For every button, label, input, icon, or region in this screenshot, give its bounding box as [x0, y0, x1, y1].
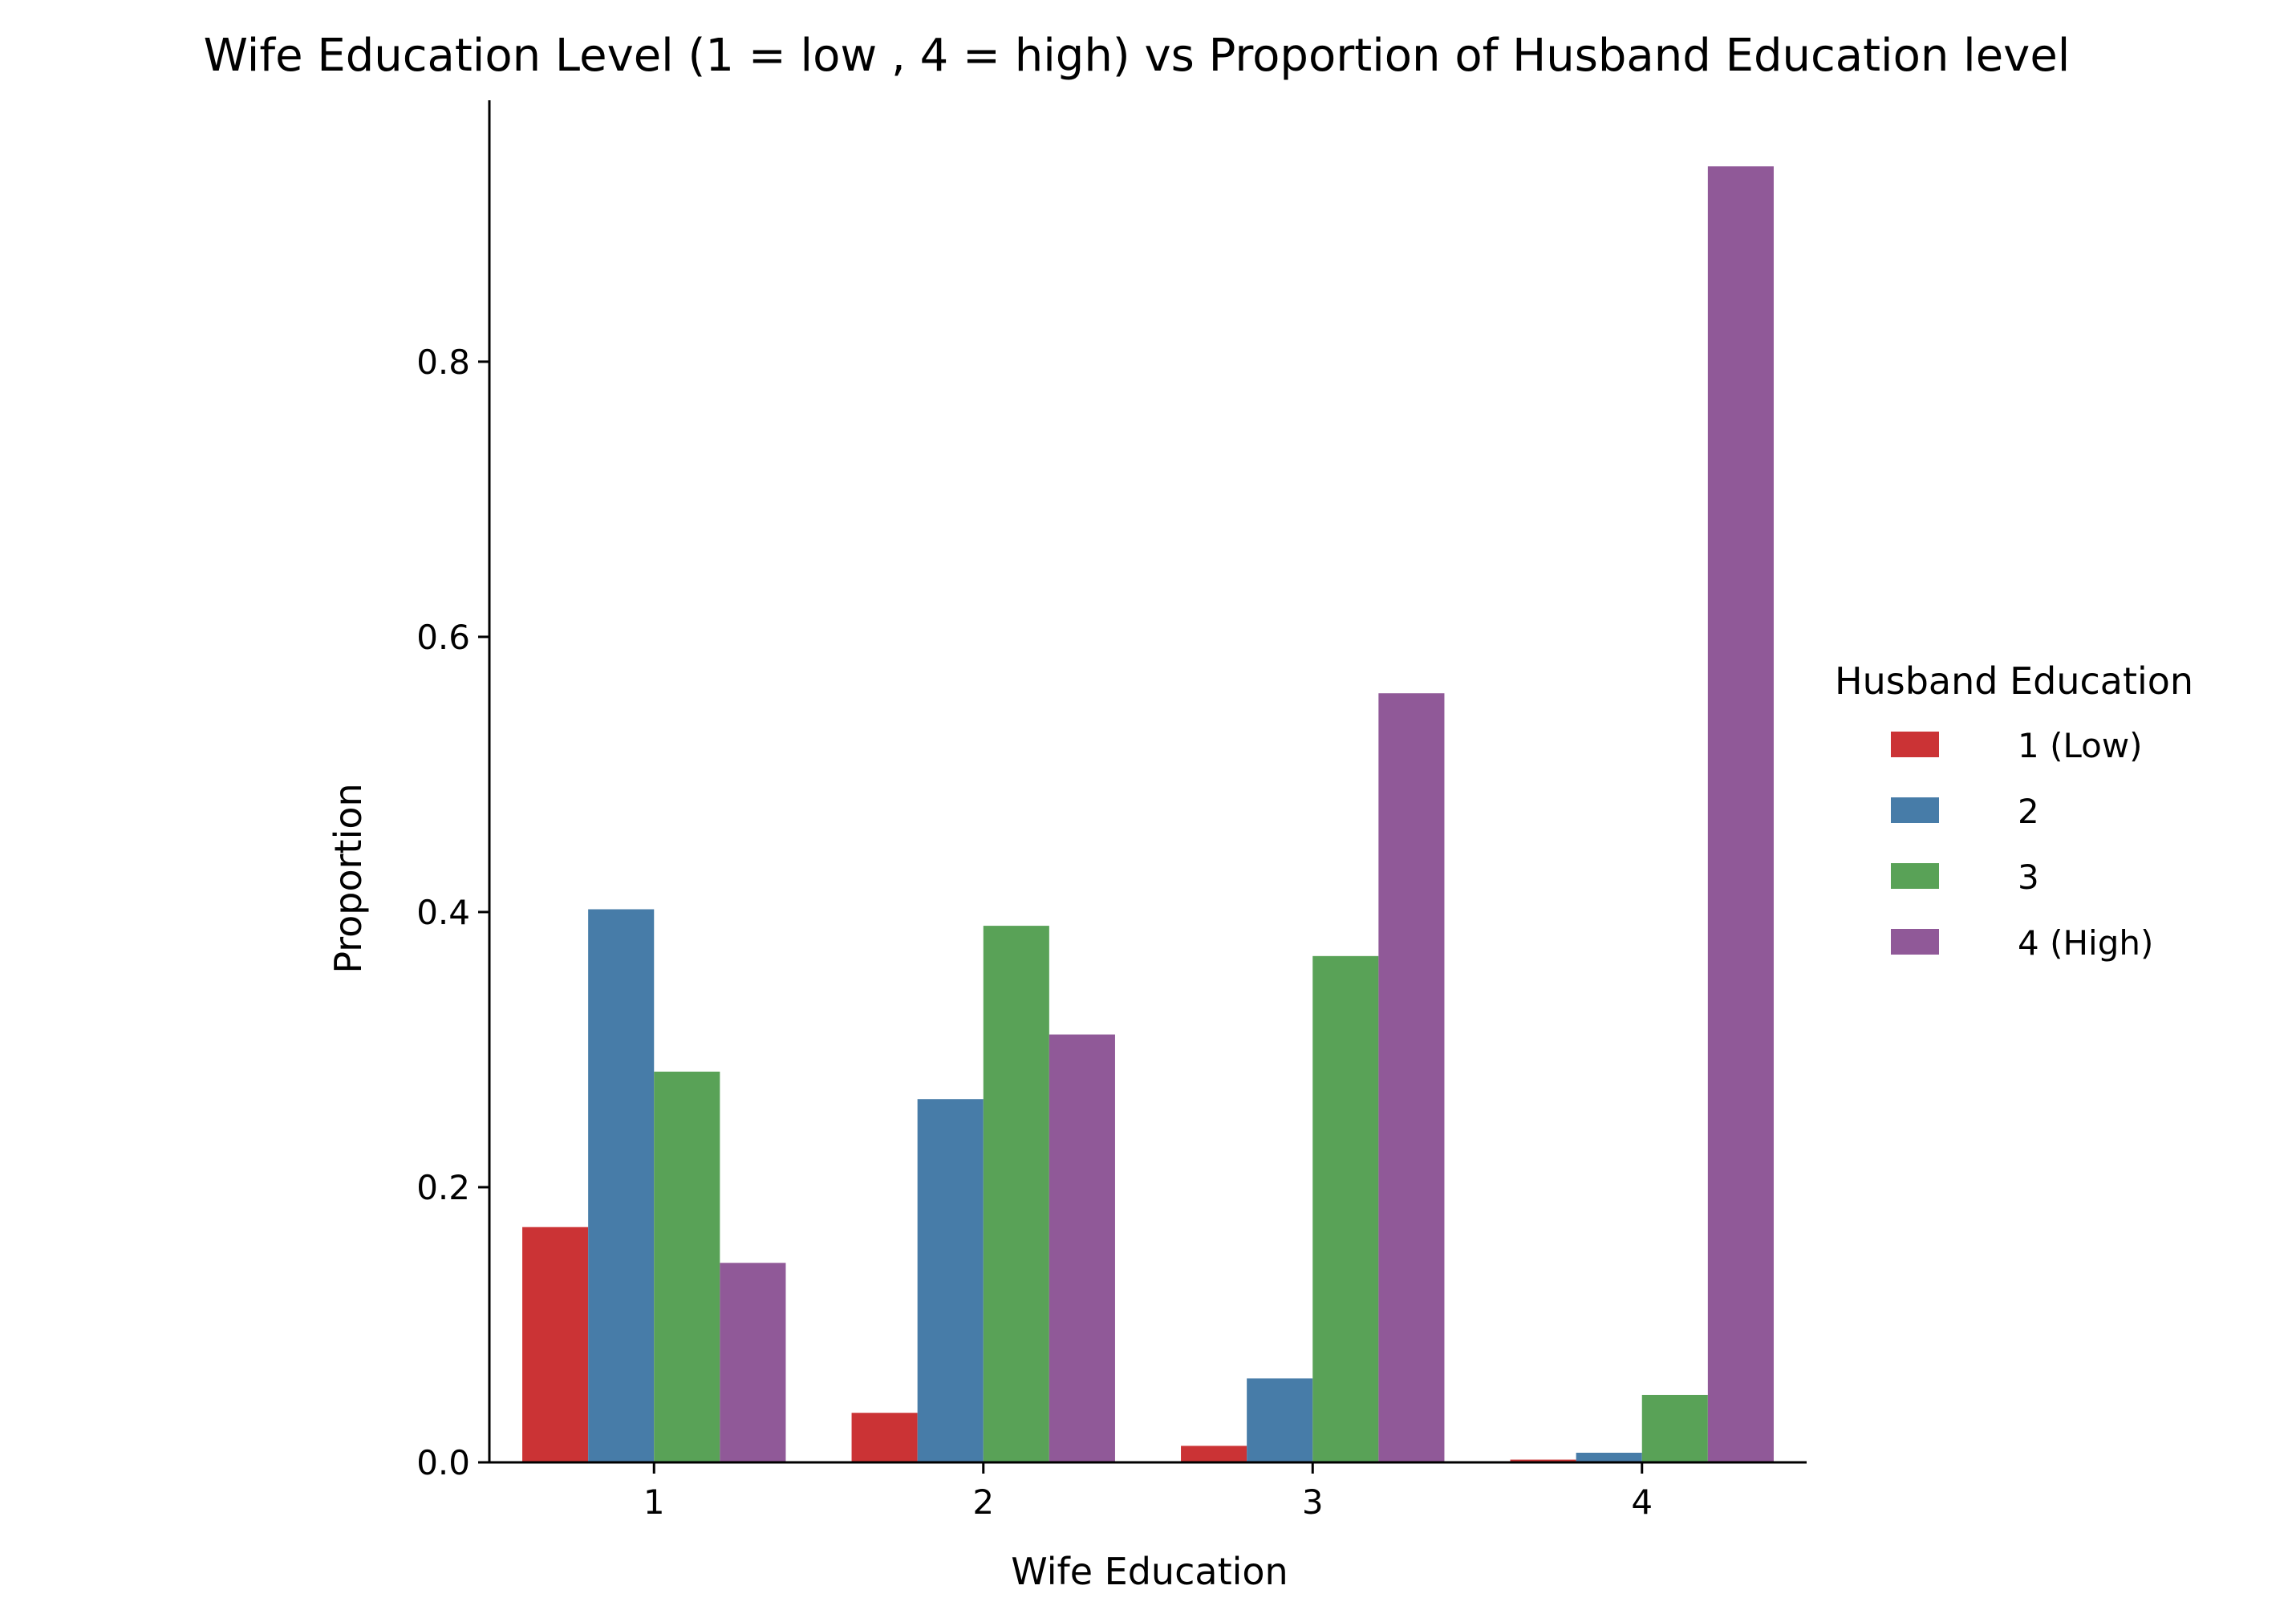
bar-wife-1-husband-4 — [720, 1263, 786, 1462]
legend-swatch — [1891, 863, 1939, 889]
legend-entry-label: 2 — [2018, 792, 2039, 831]
legend-entry-label: 4 (High) — [2018, 923, 2153, 963]
x-axis-label: Wife Education — [1011, 1550, 1288, 1593]
chart-title: Wife Education Level (1 = low , 4 = high… — [204, 30, 2071, 82]
y-tick-label: 0.4 — [416, 893, 470, 932]
x-axis: 1 2 3 4 — [489, 1461, 1807, 1522]
bar-wife-1-husband-2 — [588, 909, 655, 1462]
y-tick-label: 0.2 — [416, 1168, 470, 1207]
bar-wife-2-husband-2 — [917, 1099, 984, 1462]
bar-wife-2-husband-3 — [983, 926, 1049, 1462]
y-axis: 0.0 0.2 0.4 0.6 0.8 — [416, 100, 491, 1482]
bar-wife-3-husband-2 — [1247, 1378, 1313, 1462]
x-tick-label: 4 — [1631, 1482, 1653, 1522]
legend-swatch — [1891, 797, 1939, 823]
legend-title: Husband Education — [1835, 659, 2193, 703]
legend-entry-label: 3 — [2018, 858, 2039, 897]
bar-wife-4-husband-4 — [1707, 166, 1774, 1462]
bar-wife-1-husband-3 — [654, 1071, 720, 1462]
bar-wife-4-husband-3 — [1641, 1394, 1708, 1462]
y-tick-label: 0.8 — [416, 343, 470, 382]
bar-wife-1-husband-1 — [522, 1227, 589, 1462]
bar-wife-3-husband-1 — [1181, 1446, 1247, 1462]
y-tick-label: 0.6 — [416, 618, 470, 657]
x-tick-label: 1 — [643, 1482, 665, 1522]
bar-wife-4-husband-2 — [1576, 1452, 1642, 1462]
y-axis-label: Proportion — [327, 783, 370, 973]
legend-entry-label: 1 (Low) — [2018, 726, 2143, 765]
x-tick-label: 2 — [972, 1482, 994, 1522]
x-tick-label: 3 — [1302, 1482, 1324, 1522]
bar-wife-4-husband-1 — [1510, 1459, 1576, 1462]
bar-wife-3-husband-4 — [1378, 693, 1445, 1462]
bar-wife-2-husband-1 — [851, 1413, 918, 1462]
legend-swatch — [1891, 929, 1939, 955]
bar-wife-2-husband-4 — [1049, 1034, 1115, 1462]
legend: Husband Education 1 (Low) 2 3 4 (High) — [1835, 659, 2193, 963]
y-tick-label: 0.0 — [416, 1443, 470, 1482]
bar-wife-3-husband-3 — [1312, 955, 1379, 1462]
legend-swatch — [1891, 732, 1939, 757]
plot-area — [522, 166, 1774, 1462]
